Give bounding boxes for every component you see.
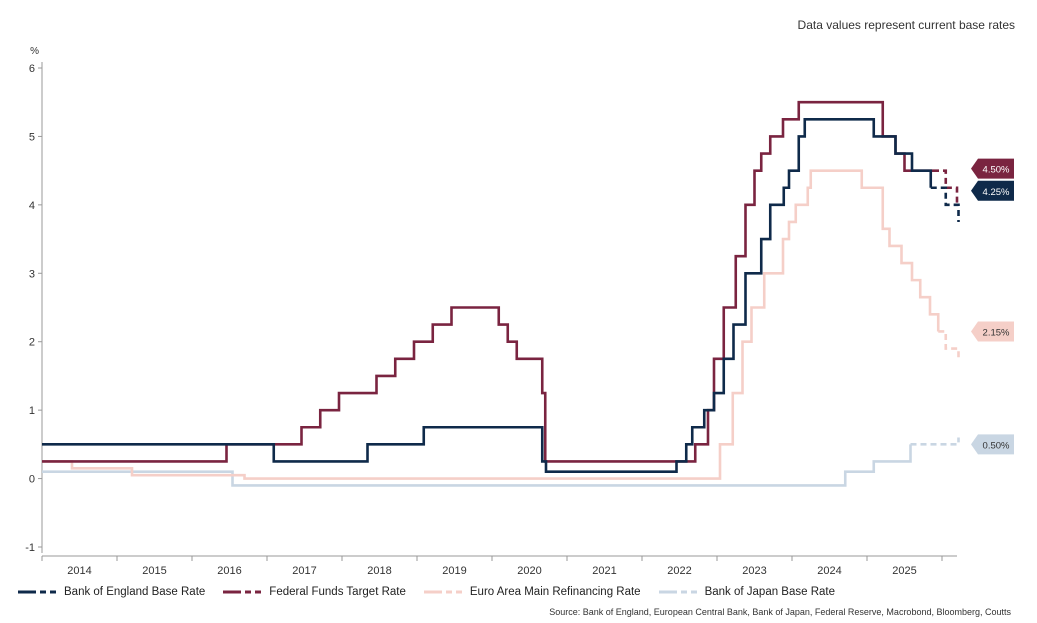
end-label-tag: [971, 321, 1014, 342]
series-line-1: [42, 100, 933, 463]
y-tick-label: 5: [29, 131, 35, 143]
y-tick-label: 2: [29, 337, 35, 349]
series-forecast-2: [938, 330, 960, 359]
source-note: Source: Bank of England, European Centra…: [549, 607, 1011, 617]
legend-swatch: [223, 590, 264, 594]
y-tick-label: 6: [29, 63, 35, 75]
legend-swatch: [423, 590, 464, 594]
series-forecast-3: [910, 437, 960, 446]
legend-swatch: [18, 590, 58, 594]
end-label-text: 4.50%: [983, 165, 1010, 176]
x-tick-label: 2019: [442, 565, 466, 577]
end-label-tag: [971, 158, 1014, 179]
y-tick-label: 0: [29, 474, 35, 486]
x-tick-label: 2014: [67, 565, 91, 577]
y-tick-label: 3: [29, 268, 35, 280]
y-tick-label: 1: [29, 405, 35, 417]
x-tick-label: 2016: [217, 565, 241, 577]
legend-label: Euro Area Main Refinancing Rate: [469, 586, 641, 598]
x-tick-label: 2021: [592, 565, 616, 577]
legend-swatch: [658, 590, 699, 594]
legend-item-0: Bank of England Base Rate: [18, 586, 205, 598]
y-axis: % -1 0 1 2 3 4 5 6: [25, 46, 43, 554]
end-label-text: 0.50%: [983, 440, 1010, 451]
end-label-tag: [971, 180, 1014, 201]
series-lines: [42, 100, 960, 487]
end-label-text: 2.15%: [983, 327, 1010, 338]
y-tick-label: -1: [25, 542, 35, 554]
x-tick-label: 2024: [817, 565, 841, 577]
x-tick-label: 2022: [667, 565, 691, 577]
y-axis-label: %: [30, 46, 39, 57]
chart-legend: Bank of England Base Rate Federal Funds T…: [18, 586, 835, 598]
x-axis: 2014 2015 2016 2017 2018 2019 2020 2021 2022 2023…: [41, 555, 957, 577]
legend-label: Federal Funds Target Rate: [269, 586, 406, 598]
legend-item-2: Euro Area Main Refinancing Rate: [423, 586, 641, 598]
end-label-1: 4.50%: [971, 158, 1014, 179]
series-line-2: [42, 169, 940, 480]
legend-label: Bank of England Base Rate: [64, 586, 206, 598]
end-label-tag: [971, 434, 1014, 455]
x-tick-label: 2018: [367, 565, 391, 577]
x-tick-label: 2025: [892, 565, 916, 577]
end-label-text: 4.25%: [983, 187, 1010, 198]
end-label-3: 0.50%: [971, 434, 1014, 455]
end-labels: 4.25% 4.50% 2.15% 0.50%: [971, 158, 1014, 455]
end-label-0: 4.25%: [971, 180, 1014, 201]
series-forecast-0: [930, 186, 960, 222]
x-tick-label: 2017: [292, 565, 316, 577]
x-tick-label: 2023: [742, 565, 766, 577]
series-line-0: [42, 118, 933, 474]
legend-label: Bank of Japan Base Rate: [704, 586, 835, 598]
chart-note: Data values represent current base rates: [797, 18, 1015, 32]
x-tick-label: 2015: [142, 565, 166, 577]
end-label-2: 2.15%: [971, 321, 1014, 342]
y-tick-label: 4: [29, 200, 35, 212]
legend-item-3: Bank of Japan Base Rate: [658, 586, 835, 598]
x-tick-label: 2020: [517, 565, 541, 577]
legend-item-1: Federal Funds Target Rate: [223, 586, 406, 598]
